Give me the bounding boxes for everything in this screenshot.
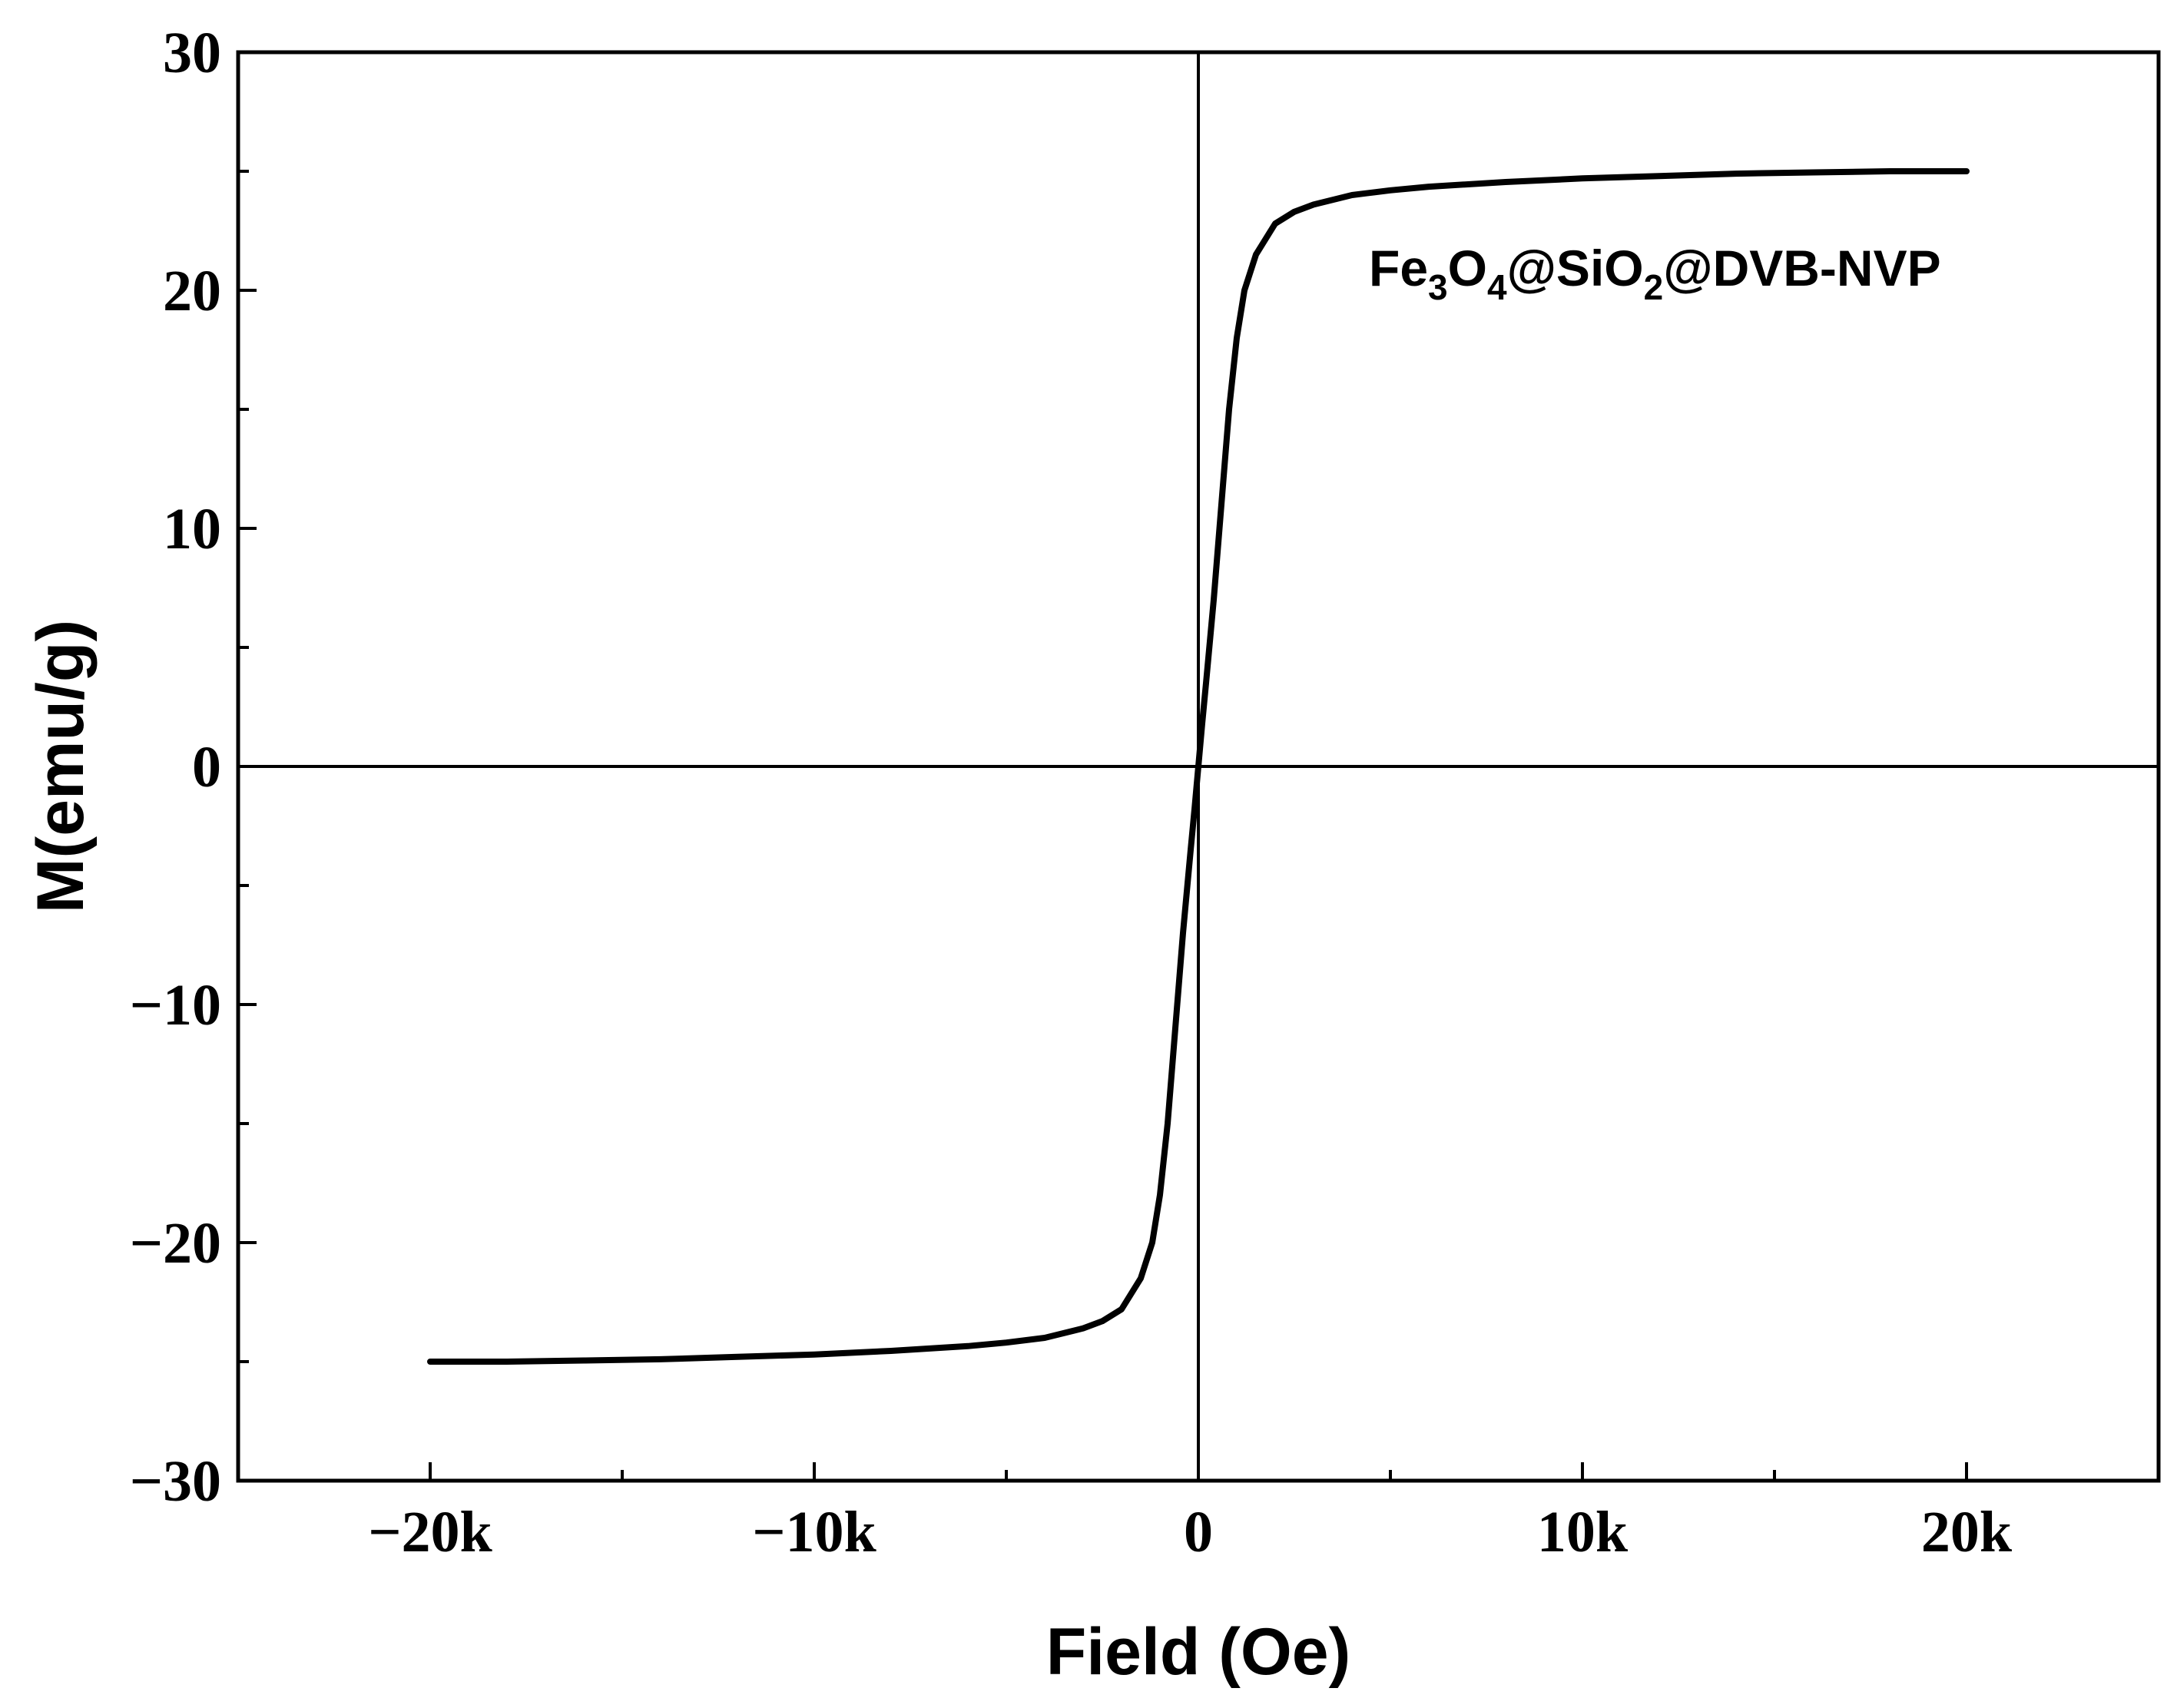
x-tick-label: −20k: [368, 1500, 492, 1564]
y-tick-label: −10: [130, 973, 221, 1038]
x-tick-label: −10k: [752, 1500, 876, 1564]
x-tick-label: 10k: [1537, 1500, 1629, 1564]
x-tick-label: 0: [1184, 1500, 1213, 1564]
annotation-text: @SiO: [1507, 240, 1644, 296]
annotation-text: @DVB-NVP: [1663, 240, 1940, 296]
annotation-text: O: [1448, 240, 1487, 296]
y-tick-label: 10: [163, 497, 221, 561]
y-tick-label: −20: [130, 1211, 221, 1276]
y-tick-label: 0: [192, 735, 221, 799]
y-axis-title: M(emu/g): [24, 620, 98, 913]
x-tick-labels: −20k −10k 0 10k 20k: [368, 1500, 2013, 1564]
plot-frame: [236, 50, 2161, 1483]
annotation-subscript: 3: [1428, 267, 1448, 307]
magnetization-curve: [427, 168, 1970, 1365]
x-axis-title: Field (Oe): [1046, 1615, 1351, 1689]
y-tick-label: −30: [130, 1449, 221, 1514]
annotation-text: Fe: [1369, 240, 1428, 296]
sample-label: Fe3O4@SiO2@DVB-NVP: [1369, 240, 1941, 307]
y-tick-labels: −30 −20 −10 0 10 20 30: [130, 21, 221, 1514]
x-tick-label: 20k: [1921, 1500, 2013, 1564]
y-tick-label: 30: [163, 21, 221, 85]
annotation-subscript: 4: [1487, 267, 1507, 307]
y-tick-label: 20: [163, 259, 221, 323]
annotation-subscript: 2: [1644, 267, 1664, 307]
